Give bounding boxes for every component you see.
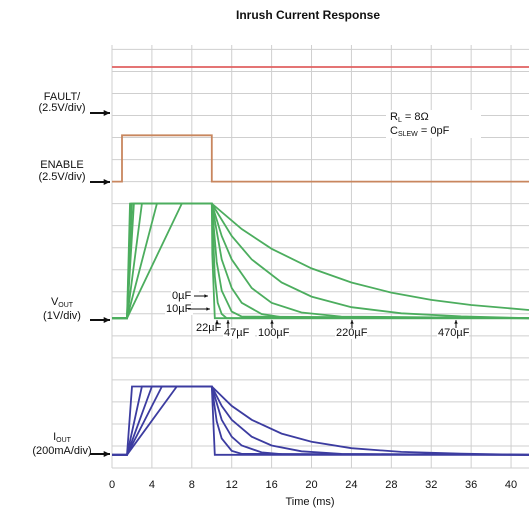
- channel-label: ENABLE: [40, 159, 83, 171]
- x-tick-label: 40: [505, 479, 517, 491]
- condition-value: = 8Ω: [402, 111, 429, 123]
- annotation: 10µF: [166, 303, 192, 315]
- x-tick-label: 4: [149, 479, 155, 491]
- trace: [112, 202, 529, 320]
- label-bg: [335, 327, 367, 339]
- label-bg: [165, 303, 193, 315]
- channel-scale: (1V/div): [43, 310, 81, 322]
- condition-symbol: C: [390, 125, 398, 137]
- x-tick-label: 24: [345, 479, 357, 491]
- trace: [112, 385, 529, 456]
- arrow-head: [206, 307, 210, 311]
- condition-value: = 0pF: [418, 125, 450, 137]
- label-bg: [195, 322, 227, 334]
- x-tick-label: 12: [226, 479, 238, 491]
- annotation: 100µF: [258, 327, 290, 339]
- x-tick-label: 36: [465, 479, 477, 491]
- annotation: 220µF: [336, 327, 368, 339]
- x-tick-label: 16: [265, 479, 277, 491]
- annotation: 470µF: [438, 327, 470, 339]
- arrow-head: [454, 320, 458, 324]
- label-bg: [437, 327, 469, 339]
- arrow-head: [215, 320, 219, 324]
- channel-scale: (2.5V/div): [38, 171, 85, 183]
- x-tick-label: 32: [425, 479, 437, 491]
- channel-name: FAULT/: [44, 91, 81, 103]
- trace: [112, 385, 529, 456]
- condition-subscript: L: [398, 117, 402, 124]
- trace: [112, 202, 529, 320]
- annotation: 0µF: [172, 290, 191, 302]
- channel-scale: (2.5V/div): [38, 102, 85, 114]
- arrow-head: [103, 450, 110, 458]
- label-bg: [223, 327, 255, 339]
- chart-title: Inrush Current Response: [236, 8, 380, 22]
- x-tick-label: 20: [305, 479, 317, 491]
- x-tick-label: 0: [109, 479, 115, 491]
- arrow-head: [350, 320, 354, 324]
- arrow-head: [204, 294, 208, 298]
- condition: RL = 8Ω: [390, 111, 429, 124]
- condition-subscript: SLEW: [398, 131, 418, 138]
- label-bg: [171, 290, 199, 302]
- channel-label: IOUT: [53, 431, 72, 444]
- arrow-head: [103, 109, 110, 117]
- x-axis-label: Time (ms): [285, 496, 334, 508]
- channel-subscript: OUT: [58, 302, 74, 309]
- channel-label: FAULT/: [44, 91, 81, 103]
- label-bg: [257, 327, 289, 339]
- trace: [112, 134, 529, 183]
- trace: [112, 385, 529, 456]
- channel-scale: (200mA/div): [32, 445, 91, 457]
- trace: [112, 202, 529, 320]
- annotation: 47µF: [224, 327, 250, 339]
- channel-name: V: [51, 296, 59, 308]
- channel-name: ENABLE: [40, 159, 83, 171]
- label-bg: [386, 124, 481, 138]
- channel-subscript: OUT: [56, 437, 72, 444]
- channel-label: VOUT: [51, 296, 74, 309]
- x-tick-label: 28: [385, 479, 397, 491]
- arrow-head: [103, 316, 110, 324]
- trace: [112, 202, 529, 320]
- arrow-head: [270, 320, 274, 324]
- arrow-head: [226, 320, 230, 324]
- condition-symbol: R: [390, 111, 398, 123]
- condition: CSLEW = 0pF: [390, 125, 450, 138]
- arrow-head: [103, 178, 110, 186]
- trace: [112, 385, 529, 456]
- annotation: 22µF: [196, 322, 222, 334]
- channel-name: I: [53, 431, 56, 443]
- x-tick-label: 8: [189, 479, 195, 491]
- label-bg: [386, 110, 481, 124]
